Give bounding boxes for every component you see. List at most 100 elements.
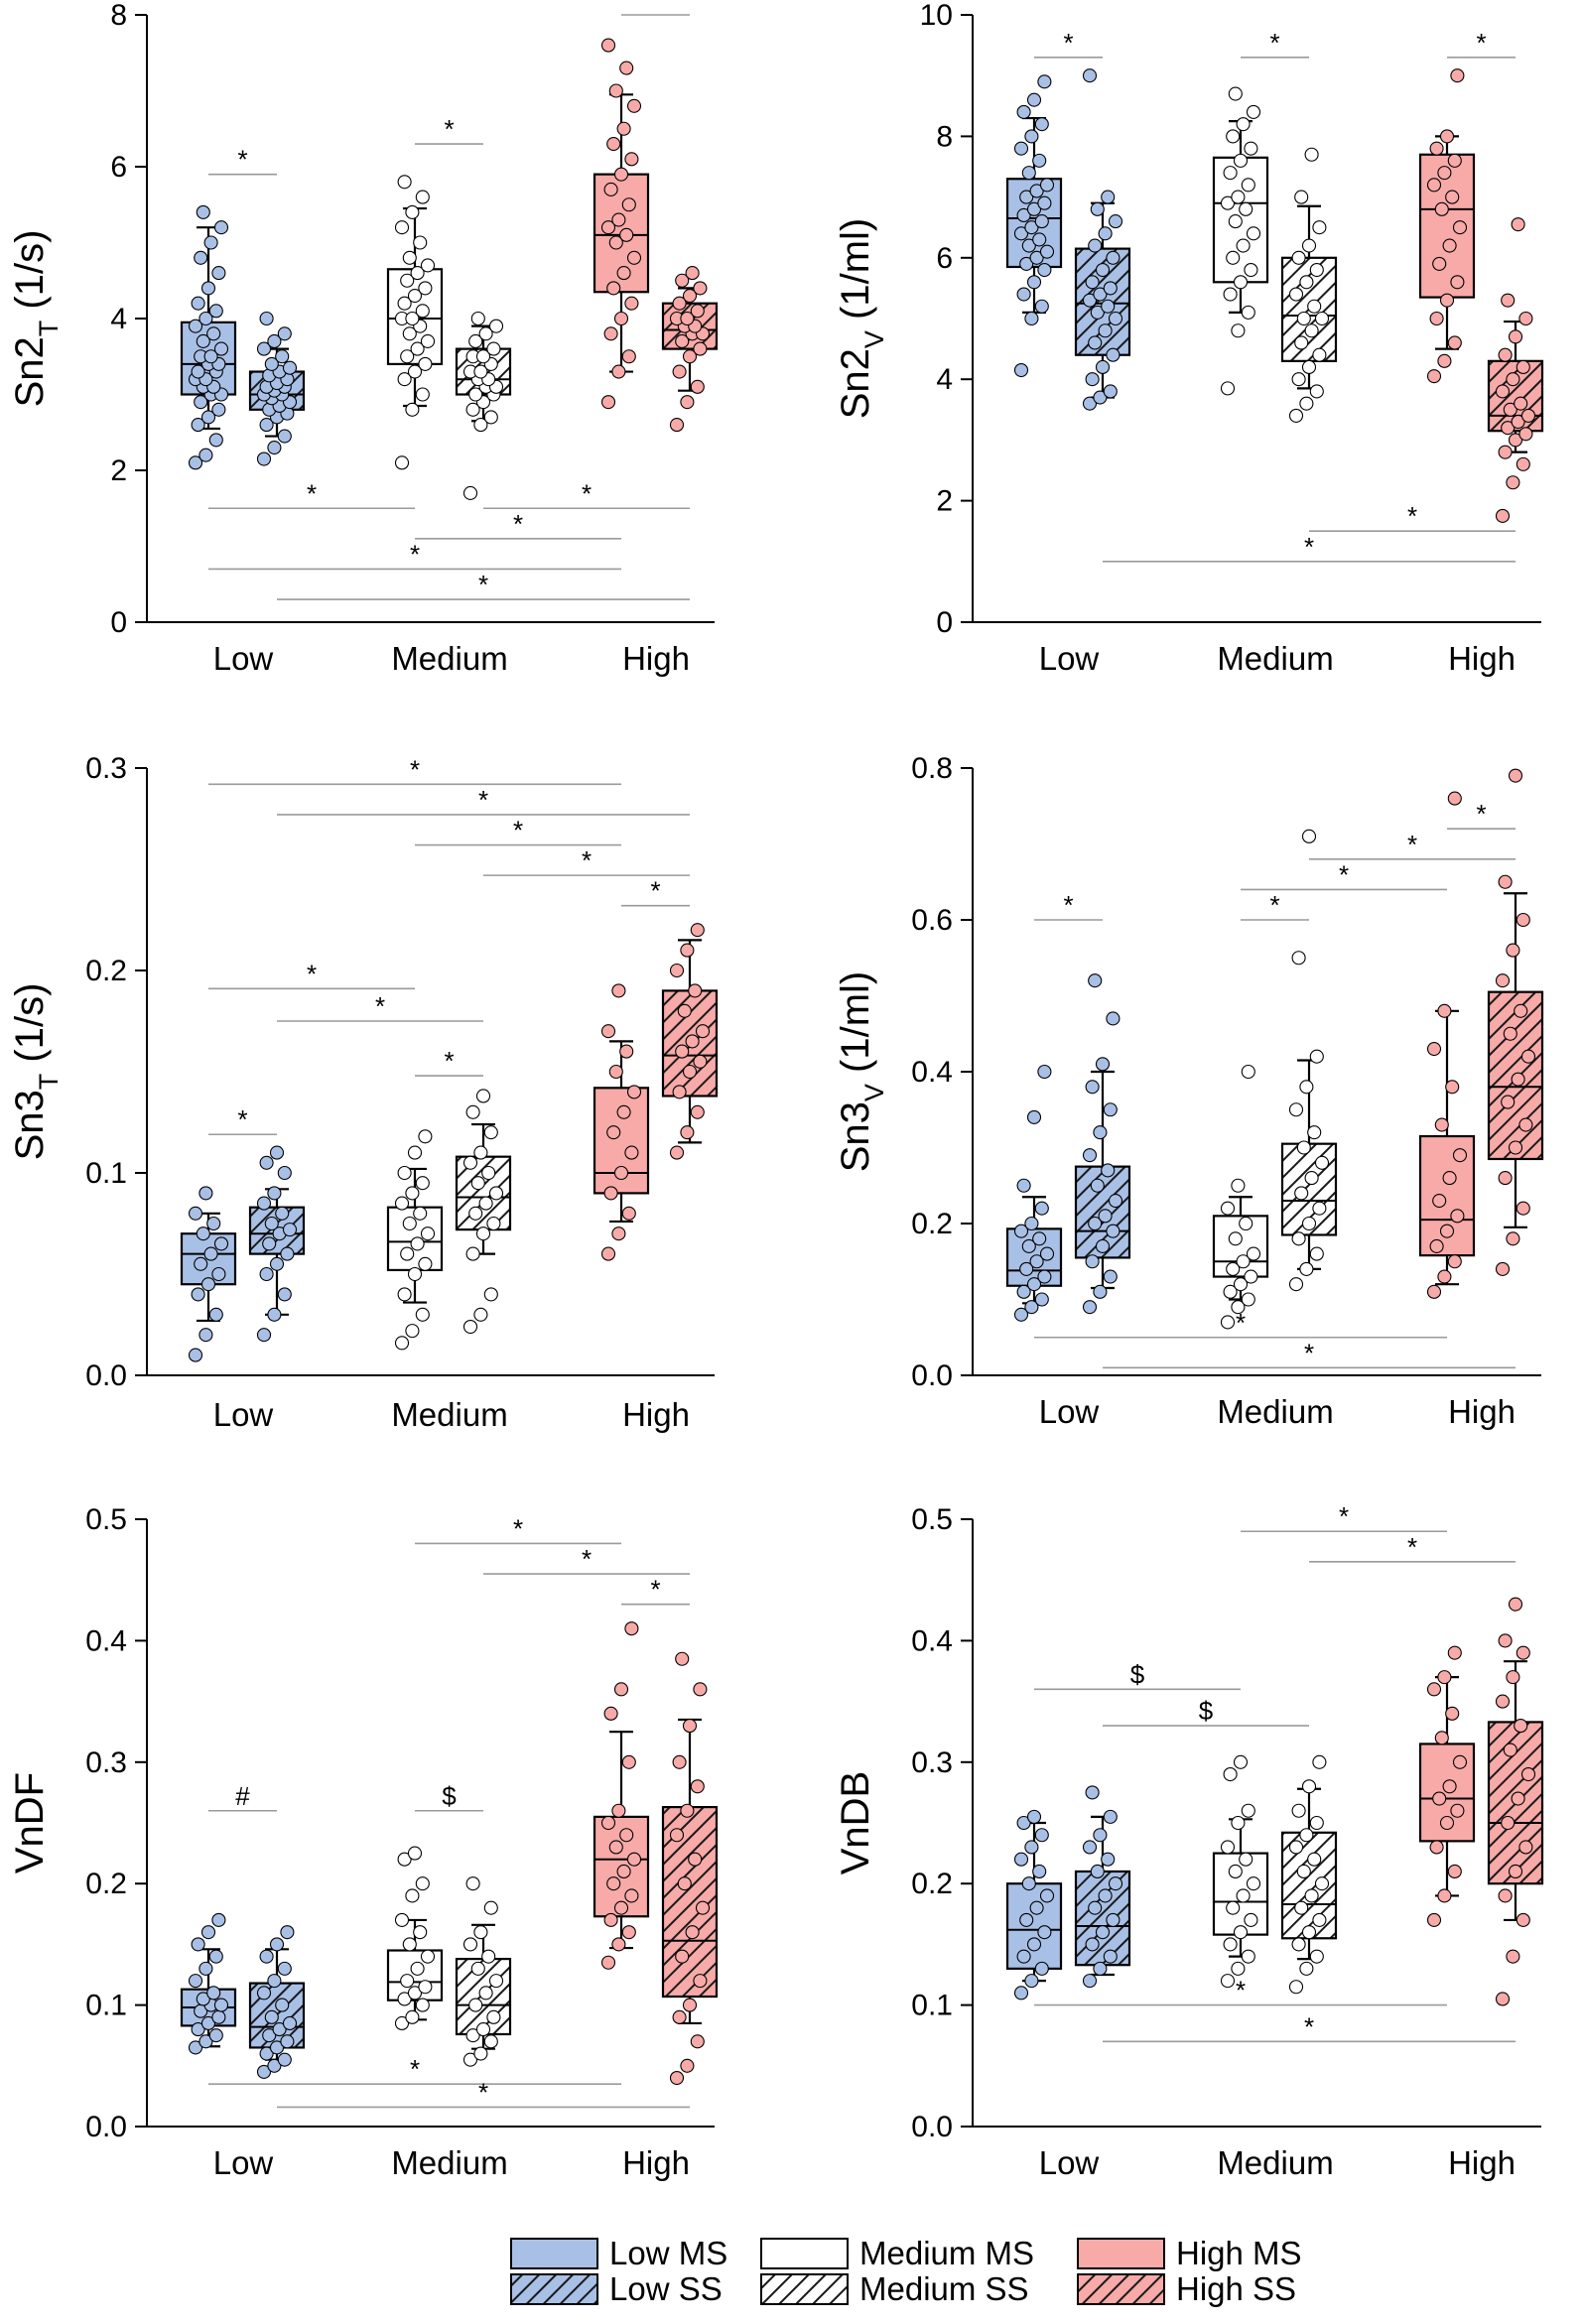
data-point — [1233, 153, 1249, 168]
x-category-label: Medium — [1217, 2144, 1333, 2181]
data-point — [613, 167, 629, 182]
data-point — [1034, 1292, 1049, 1307]
data-point — [468, 333, 483, 349]
data-point — [462, 2052, 478, 2067]
data-point — [203, 235, 218, 250]
data-point — [275, 1206, 290, 1221]
data-point — [608, 1064, 623, 1080]
data-point — [211, 1912, 226, 1927]
data-point — [1223, 1766, 1238, 1782]
data-point — [1236, 117, 1251, 132]
data-point — [196, 204, 210, 219]
data-point — [1026, 1277, 1042, 1292]
data-point — [1085, 372, 1100, 387]
data-point — [256, 452, 272, 466]
data-point — [1021, 238, 1036, 253]
data-point — [690, 304, 705, 319]
box-high-ms — [1418, 791, 1476, 1299]
data-point — [682, 349, 698, 364]
data-point — [1037, 1269, 1052, 1284]
data-point — [1307, 1852, 1322, 1867]
data-point — [1447, 1864, 1462, 1879]
y-tick-label: 0.4 — [911, 1624, 953, 1657]
box-low-ss — [1074, 1785, 1131, 1989]
data-point — [1236, 1254, 1251, 1269]
data-point — [213, 220, 229, 235]
y-tick-label: 4 — [936, 363, 953, 396]
data-point — [1439, 293, 1455, 308]
y-tick-label: 0.3 — [85, 1746, 127, 1779]
data-point — [672, 1754, 687, 1769]
data-point — [1013, 141, 1029, 156]
data-point — [1514, 396, 1528, 411]
data-point — [275, 1998, 290, 2012]
box-high-ss — [1487, 768, 1544, 1276]
data-point — [418, 356, 433, 371]
data-point — [1291, 1803, 1306, 1818]
data-point — [475, 1227, 491, 1241]
legend-swatch — [760, 2273, 849, 2305]
data-point — [208, 304, 223, 319]
data-point — [1233, 1754, 1249, 1769]
data-point — [1299, 1961, 1314, 1976]
data-point — [1447, 1254, 1462, 1269]
data-point — [1288, 1277, 1304, 1292]
data-point — [1495, 1694, 1511, 1709]
significance-marker: $ — [1130, 1659, 1145, 1689]
data-point — [1447, 791, 1462, 806]
data-point — [1037, 195, 1052, 210]
data-point — [1452, 220, 1468, 235]
data-point — [478, 1986, 493, 2001]
data-point — [402, 326, 417, 341]
data-point — [690, 1779, 705, 1794]
box-high-ms — [1418, 68, 1476, 384]
data-point — [282, 2015, 298, 2031]
data-point — [672, 2009, 687, 2024]
y-axis-label-unit: (1/ml) — [834, 218, 877, 330]
data-point — [1501, 1815, 1516, 1831]
data-point — [1226, 129, 1241, 144]
data-point — [1032, 232, 1047, 247]
data-point — [1103, 384, 1118, 399]
data-point — [1239, 1852, 1253, 1867]
data-point — [196, 333, 210, 349]
y-axis-label-unit: (1/s) — [8, 230, 52, 321]
data-point — [1093, 287, 1108, 302]
data-point — [1312, 220, 1327, 235]
data-point — [1426, 1912, 1442, 1927]
data-point — [194, 1256, 208, 1271]
data-point — [188, 1974, 203, 1989]
data-point — [1016, 104, 1031, 119]
data-point — [1445, 1706, 1460, 1721]
data-point — [1093, 390, 1108, 405]
data-point — [1220, 1840, 1236, 1855]
data-point — [1508, 768, 1523, 783]
box-low-ss — [248, 311, 306, 466]
data-point — [1244, 141, 1258, 156]
legend: Low MS Medium MS High MS Low SS Medium SS Hig… — [510, 2235, 1302, 2307]
data-point — [267, 1307, 282, 1322]
data-point — [1024, 129, 1039, 144]
data-point — [407, 1145, 423, 1160]
data-point — [1101, 299, 1116, 314]
data-point — [1439, 1815, 1455, 1831]
data-point — [608, 1840, 623, 1855]
data-point — [1508, 1864, 1523, 1879]
data-point — [669, 1828, 685, 1843]
significance-marker: * — [478, 2077, 488, 2107]
data-point — [600, 1024, 616, 1039]
data-point — [1426, 178, 1442, 193]
y-tick-label: 0.0 — [85, 2111, 127, 2143]
data-point — [267, 333, 282, 349]
data-point — [1301, 238, 1317, 253]
data-point — [690, 379, 705, 394]
significance-marker: * — [1269, 890, 1279, 920]
data-point — [1288, 408, 1304, 423]
legend-label: Low MS — [609, 2235, 727, 2271]
data-point — [1432, 1194, 1447, 1209]
data-point — [603, 1912, 618, 1927]
data-point — [1090, 1178, 1105, 1193]
data-point — [1291, 951, 1306, 966]
y-tick-label: 6 — [110, 151, 127, 184]
significance-marker: * — [1063, 28, 1073, 58]
